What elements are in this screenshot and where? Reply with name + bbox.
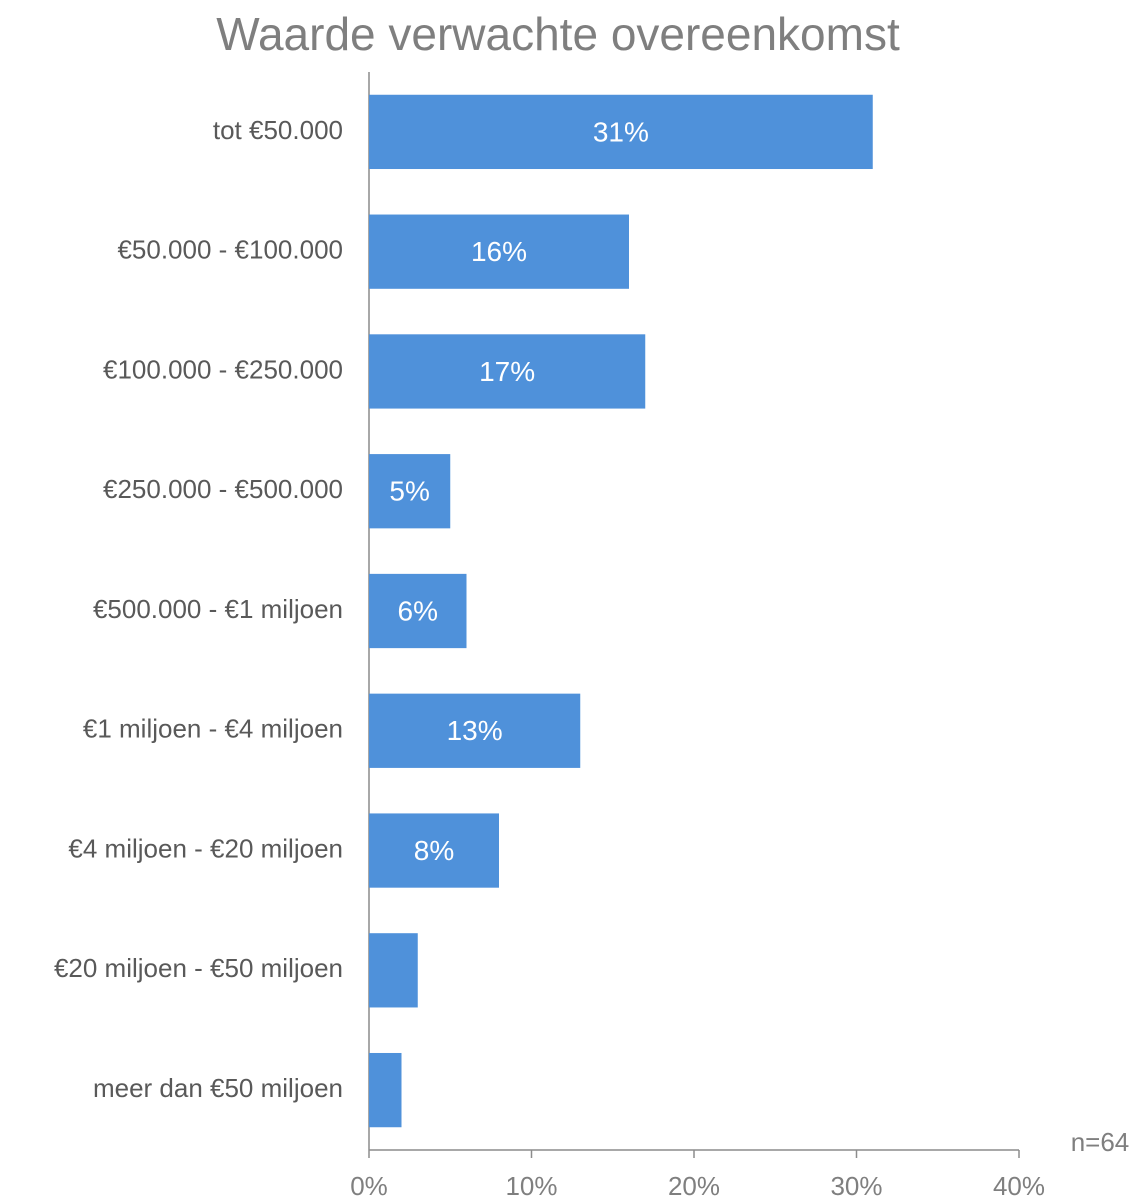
chart-title: Waarde verwachte overeenkomst: [216, 8, 900, 60]
y-tick-label: €20 miljoen - €50 miljoen: [54, 953, 343, 983]
value-label: 17%: [479, 356, 535, 387]
annotation: n=64: [1071, 1127, 1130, 1157]
x-tick-label: 40%: [993, 1171, 1045, 1200]
value-label: 13%: [447, 715, 503, 746]
value-label: 16%: [471, 236, 527, 267]
x-tick-label: 0%: [350, 1171, 388, 1200]
y-tick-label: €500.000 - €1 miljoen: [93, 594, 343, 624]
value-label: 31%: [593, 116, 649, 147]
y-tick-label: €50.000 - €100.000: [117, 235, 343, 265]
bar: [369, 334, 646, 409]
x-tick-label: 10%: [505, 1171, 557, 1200]
bar: [369, 214, 629, 289]
bar: [369, 573, 467, 649]
x-tick-label: 30%: [830, 1171, 882, 1200]
y-tick-label: tot €50.000: [213, 115, 343, 145]
y-tick-label: €100.000 - €250.000: [103, 354, 343, 384]
y-tick-label: €4 miljoen - €20 miljoen: [68, 833, 343, 863]
y-tick-label: meer dan €50 miljoen: [93, 1073, 343, 1103]
value-label: 6%: [398, 595, 438, 626]
x-tick-label: 20%: [668, 1171, 720, 1200]
bar: [369, 693, 581, 768]
bar: [369, 933, 418, 1008]
y-tick-label: €250.000 - €500.000: [103, 474, 343, 504]
bar: [369, 94, 873, 170]
bar: [369, 813, 499, 888]
value-label: 8%: [414, 835, 454, 866]
value-label: 5%: [389, 476, 429, 507]
bar: [369, 454, 451, 529]
y-tick-label: €1 miljoen - €4 miljoen: [83, 714, 343, 744]
bar: [369, 1052, 402, 1128]
